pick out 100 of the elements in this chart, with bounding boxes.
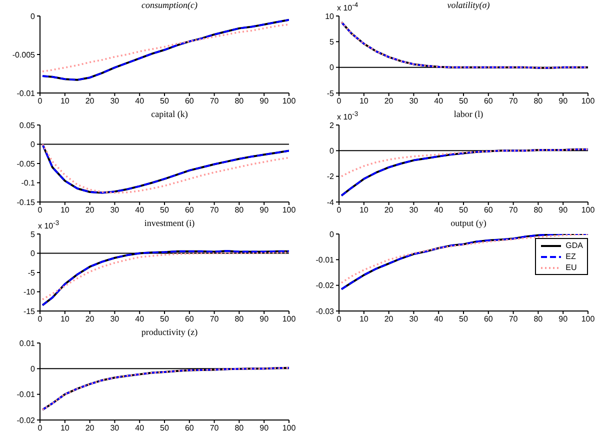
x-tick-label: 90 [260, 424, 270, 433]
chart-title: productivity (z) [140, 327, 199, 339]
x-tick-label: 40 [135, 424, 145, 433]
x-tick-label: 40 [135, 96, 145, 106]
x-tick-label: 0 [38, 206, 43, 215]
x-tick-label: 10 [60, 96, 70, 106]
x-tick-label: 50 [459, 314, 468, 324]
x-tick-label: 0 [38, 314, 43, 324]
x-tick-label: 100 [282, 314, 296, 324]
x-tick-label: 70 [210, 424, 220, 433]
x-tick-label: 60 [184, 96, 194, 106]
x-tick-label: 0 [336, 206, 342, 215]
x-tick-label: 10 [60, 314, 70, 324]
y-tick-label: -0.01 [16, 88, 36, 98]
x-tick-label: 30 [110, 314, 120, 324]
x-tick-label: 80 [534, 314, 544, 324]
x-tick-label: 70 [210, 206, 220, 215]
x-tick-label: 20 [384, 314, 394, 324]
x-tick-label: 100 [581, 206, 596, 215]
y-tick-label: 2 [330, 120, 335, 130]
y-tick-label: -0.1 [21, 178, 36, 188]
chart-title: consumption(c) [140, 0, 198, 12]
x-tick-label: 50 [459, 96, 468, 106]
legend-label: EU [566, 263, 577, 272]
x-tick-label: 90 [260, 314, 270, 324]
y-tick-label: -4 [326, 198, 335, 207]
x-tick-label: 40 [434, 206, 444, 215]
y-tick-label: -0.01 [316, 256, 335, 265]
x-tick-label: 100 [581, 96, 596, 106]
x-tick-label: 50 [160, 206, 170, 215]
x-tick-label: 50 [160, 96, 170, 106]
y-tick-label: 5 [330, 38, 335, 47]
y-tick-label: 0 [30, 249, 36, 258]
y-tick-label: -10 [23, 288, 36, 297]
y-tick-label: 0 [330, 63, 335, 72]
x-tick-label: 70 [508, 314, 518, 324]
x-tick-label: 30 [409, 314, 419, 324]
x-tick-label: 10 [359, 96, 369, 106]
x-tick-label: 0 [336, 96, 342, 106]
x-tick-label: 60 [484, 314, 494, 324]
y-tick-label: -2 [326, 172, 335, 182]
x-tick-label: 40 [135, 314, 145, 324]
x-tick-label: 60 [184, 314, 194, 324]
x-tick-label: 90 [260, 96, 270, 106]
chart-title: labor (l) [454, 109, 484, 119]
x-tick-label: 50 [160, 314, 170, 324]
x-tick-label: 70 [210, 96, 220, 106]
x-tick-label: 50 [459, 206, 468, 215]
y-tick-label: -15 [23, 306, 36, 316]
x-tick-label: 100 [581, 314, 596, 324]
x-tick-label: 30 [409, 96, 419, 106]
y-tick-label: -0.02 [316, 281, 335, 290]
x-tick-label: 20 [85, 96, 95, 106]
x-tick-label: 20 [384, 206, 394, 215]
y-tick-label: 10 [325, 12, 335, 21]
y-tick-label: -0.01 [16, 390, 36, 400]
x-tick-label: 10 [60, 424, 70, 433]
x-tick-label: 80 [534, 96, 544, 106]
x-tick-label: 40 [434, 314, 444, 324]
y-tick-label: 0 [30, 364, 36, 374]
y-tick-label: -5 [326, 88, 335, 98]
x-tick-label: 30 [409, 206, 419, 215]
x-tick-label: 100 [282, 424, 296, 433]
x-tick-label: 60 [184, 206, 194, 215]
y-tick-label: 0 [330, 230, 335, 239]
text: x 10$^{-3}$ [38, 220, 60, 231]
text: x 10$^{-3}$ [337, 111, 358, 122]
x-tick-label: 20 [384, 96, 394, 106]
y-tick-label: -0.05 [16, 159, 36, 168]
y-tick-label: -0.005 [12, 50, 36, 60]
y-tick-label: -0.03 [316, 306, 335, 316]
x-tick-label: 100 [282, 206, 296, 215]
y-tick-label: 0 [30, 140, 36, 150]
x-tick-label: 80 [234, 96, 244, 106]
x-tick-label: 20 [85, 206, 95, 215]
x-tick-label: 80 [234, 424, 244, 433]
x-tick-label: 10 [60, 206, 70, 215]
x-tick-label: 0 [38, 96, 43, 106]
chart-title: volatility(σ) [447, 0, 490, 10]
x-tick-label: 60 [484, 206, 494, 215]
x-tick-label: 30 [110, 206, 120, 215]
x-tick-label: 0 [336, 314, 342, 324]
x-tick-label: 90 [260, 206, 270, 215]
y-tick-label: 0.01 [19, 338, 36, 348]
chart-title: investment (i) [144, 218, 195, 228]
x-tick-label: 30 [110, 424, 120, 433]
x-tick-label: 20 [85, 314, 95, 324]
x-tick-label: 80 [534, 206, 544, 215]
x-tick-label: 70 [508, 206, 518, 215]
chart-title: capital (k) [150, 109, 189, 121]
y-tick-label: 5 [30, 230, 36, 239]
x-tick-label: 20 [85, 424, 95, 433]
x-tick-label: 30 [110, 96, 120, 106]
x-tick-label: 50 [160, 424, 170, 433]
legend-label: EZ [566, 252, 576, 261]
x-tick-label: 80 [234, 314, 244, 324]
y-tick-label: 0.05 [19, 120, 36, 130]
y-tick-label: -0.02 [16, 416, 36, 425]
x-tick-label: 80 [234, 206, 244, 215]
x-tick-label: 90 [558, 206, 568, 215]
